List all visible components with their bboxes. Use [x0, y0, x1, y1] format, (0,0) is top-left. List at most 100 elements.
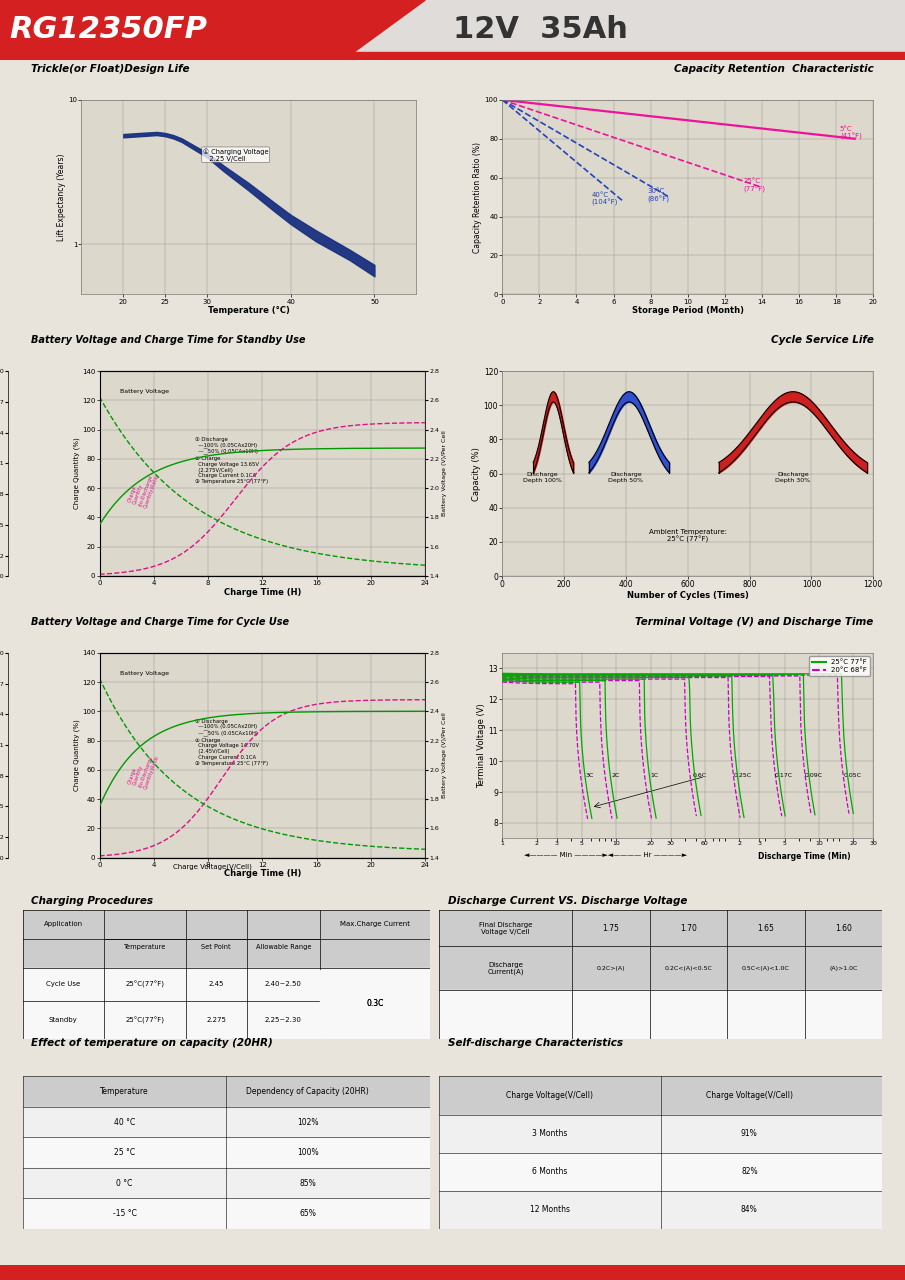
Legend: 25°C 77°F, 20°C 68°F: 25°C 77°F, 20°C 68°F	[809, 657, 870, 676]
Text: 65%: 65%	[300, 1210, 316, 1219]
Text: 5: 5	[783, 841, 786, 846]
Text: 0.6C: 0.6C	[692, 773, 707, 778]
Text: 10: 10	[815, 841, 823, 846]
Text: 3: 3	[757, 841, 761, 846]
Text: ① Discharge
  —100% (0.05CAx20H)
  —⁐50% (0.05CAx10H)
② Charge
  Charge Voltage : ① Discharge —100% (0.05CAx20H) —⁐50% (0.…	[195, 718, 268, 765]
Text: Final Discharge
Voltage V/Cell: Final Discharge Voltage V/Cell	[479, 922, 532, 934]
Text: 1.65: 1.65	[757, 924, 775, 933]
Text: 30: 30	[870, 841, 877, 846]
Text: 5: 5	[580, 841, 584, 846]
Text: Discharge
Depth 100%: Discharge Depth 100%	[523, 472, 562, 483]
Y-axis label: Battery Voltage (V)/Per Cell: Battery Voltage (V)/Per Cell	[443, 713, 447, 797]
Text: ① Charging Voltage
   2.25 V/Cell: ① Charging Voltage 2.25 V/Cell	[203, 148, 269, 161]
Text: 0.2C<(A)<0.5C: 0.2C<(A)<0.5C	[664, 965, 712, 970]
Bar	[23, 1167, 430, 1198]
Text: Discharge Current VS. Discharge Voltage: Discharge Current VS. Discharge Voltage	[448, 896, 687, 906]
Text: Discharge
Depth 30%: Discharge Depth 30%	[776, 472, 811, 483]
Text: 10: 10	[613, 841, 620, 846]
Bar	[439, 1076, 882, 1115]
Text: 30: 30	[667, 841, 674, 846]
Text: 0 °C: 0 °C	[116, 1179, 133, 1188]
Text: Battery Voltage and Charge Time for Cycle Use: Battery Voltage and Charge Time for Cycl…	[31, 617, 289, 627]
Text: Cycle Service Life: Cycle Service Life	[771, 335, 873, 346]
Text: 82%: 82%	[741, 1167, 757, 1176]
Text: 25°C(77°F): 25°C(77°F)	[125, 1016, 165, 1024]
X-axis label: Number of Cycles (Times): Number of Cycles (Times)	[627, 590, 748, 599]
Text: Terminal Voltage (V) and Discharge Time: Terminal Voltage (V) and Discharge Time	[635, 617, 873, 627]
Y-axis label: Capacity Retention Ratio (%): Capacity Retention Ratio (%)	[472, 142, 481, 252]
Text: Charge
Quantity
(to-Discharge
Quantity)Ratio: Charge Quantity (to-Discharge Quantity)R…	[127, 467, 160, 509]
Text: 40°C
(104°F): 40°C (104°F)	[591, 192, 618, 206]
Text: Trickle(or Float)Design Life: Trickle(or Float)Design Life	[31, 64, 189, 74]
Bar	[439, 991, 882, 1039]
Bar	[23, 910, 430, 938]
Text: Standby: Standby	[49, 1018, 78, 1023]
Text: 40 °C: 40 °C	[114, 1117, 135, 1126]
Text: Temperature: Temperature	[124, 943, 166, 950]
Bar	[320, 969, 430, 1038]
Text: 1.75: 1.75	[603, 924, 619, 933]
Text: Set Point: Set Point	[201, 943, 231, 950]
Text: 1.60: 1.60	[835, 924, 852, 933]
Text: 1: 1	[500, 841, 504, 846]
X-axis label: Temperature (°C): Temperature (°C)	[208, 306, 290, 315]
Text: 3: 3	[555, 841, 558, 846]
Y-axis label: Charge Quantity (%): Charge Quantity (%)	[74, 438, 81, 509]
Bar	[23, 1198, 430, 1229]
Text: Temperature: Temperature	[100, 1087, 148, 1096]
Y-axis label: Charge Quantity (%): Charge Quantity (%)	[74, 719, 81, 791]
Text: Allowable Range: Allowable Range	[255, 943, 311, 950]
Text: 5°C
(41°F): 5°C (41°F)	[840, 125, 862, 141]
Text: 102%: 102%	[297, 1117, 319, 1126]
Text: 25 °C: 25 °C	[114, 1148, 135, 1157]
Text: 2.25~2.30: 2.25~2.30	[265, 1018, 301, 1023]
Text: 20: 20	[849, 841, 857, 846]
Text: 12V  35Ah: 12V 35Ah	[452, 15, 627, 45]
Text: Application: Application	[43, 922, 83, 927]
Text: 3 Months: 3 Months	[532, 1129, 567, 1138]
Text: Battery Voltage and Charge Time for Standby Use: Battery Voltage and Charge Time for Stan…	[31, 335, 305, 346]
Bar	[0, 52, 905, 59]
Bar	[439, 946, 882, 991]
Text: 0.17C: 0.17C	[775, 773, 793, 778]
Text: Charge Voltage(V/Cell): Charge Voltage(V/Cell)	[173, 864, 252, 870]
Text: Charging Procedures: Charging Procedures	[31, 896, 153, 906]
Text: 6 Months: 6 Months	[532, 1167, 567, 1176]
Y-axis label: Terminal Voltage (V): Terminal Voltage (V)	[477, 703, 486, 788]
Text: Effect of temperature on capacity (20HR): Effect of temperature on capacity (20HR)	[31, 1038, 272, 1048]
Y-axis label: Capacity (%): Capacity (%)	[472, 447, 481, 500]
Text: 0.3C: 0.3C	[367, 1000, 384, 1009]
Text: -15 °C: -15 °C	[112, 1210, 137, 1219]
Polygon shape	[344, 0, 416, 59]
Bar	[23, 1138, 430, 1167]
Text: 2: 2	[535, 841, 538, 846]
Text: 20: 20	[647, 841, 654, 846]
Text: 2: 2	[738, 841, 741, 846]
Text: Charge
Quantity
(to-Discharge
Quantity)Ratio: Charge Quantity (to-Discharge Quantity)R…	[127, 749, 160, 791]
Text: 2.45: 2.45	[208, 982, 224, 987]
Text: Discharge
Depth 50%: Discharge Depth 50%	[608, 472, 643, 483]
Bar	[23, 1107, 430, 1138]
Text: Discharge
Current(A): Discharge Current(A)	[487, 961, 524, 975]
Text: Battery Voltage: Battery Voltage	[119, 389, 169, 394]
Text: 3C: 3C	[586, 773, 595, 778]
Text: 1C: 1C	[650, 773, 659, 778]
Bar	[23, 968, 430, 1001]
Polygon shape	[344, 0, 425, 59]
Text: 2C: 2C	[611, 773, 619, 778]
Text: Discharge Time (Min): Discharge Time (Min)	[758, 852, 851, 861]
Text: Max.Charge Current: Max.Charge Current	[340, 922, 410, 927]
Bar	[0, 0, 344, 59]
X-axis label: Charge Time (H): Charge Time (H)	[224, 588, 301, 596]
Bar	[439, 910, 882, 946]
Text: 2.40~2.50: 2.40~2.50	[265, 982, 301, 987]
Text: 2.275: 2.275	[206, 1018, 226, 1023]
Text: 60: 60	[701, 841, 709, 846]
Polygon shape	[344, 0, 425, 59]
Text: Battery Voltage: Battery Voltage	[119, 671, 169, 676]
Text: ① Discharge
  —100% (0.05CAx20H)
  —⁐50% (0.05CAx10H)
② Charge
  Charge Voltage : ① Discharge —100% (0.05CAx20H) —⁐50% (0.…	[195, 436, 268, 484]
Text: 91%: 91%	[741, 1129, 757, 1138]
Text: 30°C
(86°F): 30°C (86°F)	[647, 188, 669, 202]
Text: Capacity Retention  Characteristic: Capacity Retention Characteristic	[673, 64, 873, 74]
Text: 0.09C: 0.09C	[805, 773, 823, 778]
